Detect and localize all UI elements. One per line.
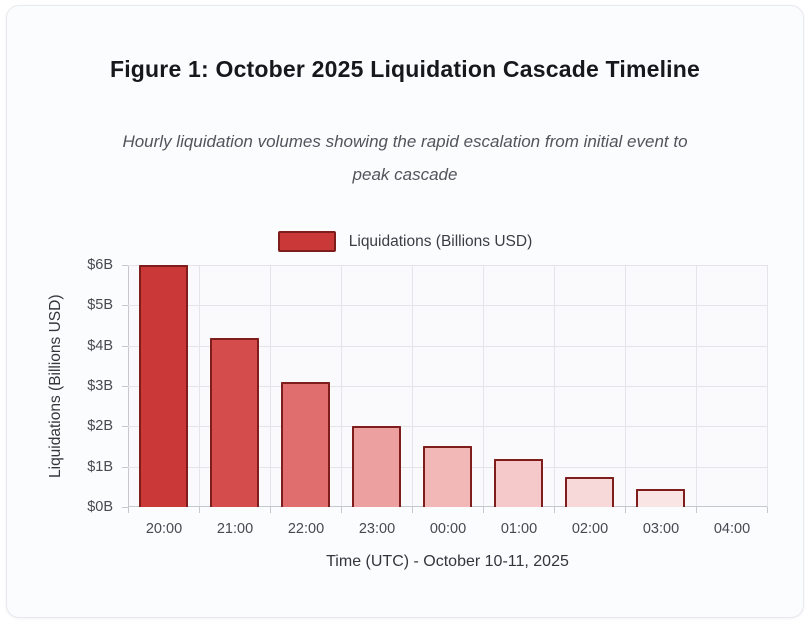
bar-21:00 <box>210 338 259 507</box>
bar-23:00 <box>352 426 401 507</box>
bar-02:00 <box>565 477 614 507</box>
x-axis-title: Time (UTC) - October 10-11, 2025 <box>326 553 569 570</box>
horizontal-gridline <box>128 265 767 266</box>
x-tick-label: 00:00 <box>429 521 467 537</box>
x-tick-label: 04:00 <box>713 521 751 537</box>
x-tick-label: 20:00 <box>145 521 183 537</box>
legend-label: Liquidations (Billions USD) <box>348 232 533 250</box>
figure-subtitle-line1: Hourly liquidation volumes showing the r… <box>122 132 688 151</box>
x-tick-mark <box>412 507 413 513</box>
x-tick-mark <box>199 507 200 513</box>
figure-card: Figure 1: October 2025 Liquidation Casca… <box>6 5 804 618</box>
y-tick-mark <box>122 305 128 306</box>
y-tick-mark <box>122 507 128 508</box>
horizontal-gridline <box>128 386 767 387</box>
y-tick-mark <box>122 386 128 387</box>
y-tick-label: $1B <box>87 459 113 475</box>
y-tick-label: $4B <box>87 338 113 354</box>
bar-20:00 <box>139 265 188 507</box>
y-tick-mark <box>122 346 128 347</box>
x-tick-mark <box>341 507 342 513</box>
x-tick-label: 22:00 <box>287 521 325 537</box>
horizontal-gridline <box>128 426 767 427</box>
y-tick-mark <box>122 426 128 427</box>
y-tick-mark <box>122 467 128 468</box>
x-tick-mark <box>696 507 697 513</box>
x-tick-mark <box>625 507 626 513</box>
y-tick-mark <box>122 265 128 266</box>
horizontal-gridline <box>128 346 767 347</box>
x-tick-mark <box>128 507 129 513</box>
y-tick-label: $2B <box>87 418 113 434</box>
bar-22:00 <box>281 382 330 507</box>
y-tick-label: $3B <box>87 378 113 394</box>
x-tick-label: 23:00 <box>358 521 396 537</box>
bar-00:00 <box>423 446 472 507</box>
x-tick-mark <box>483 507 484 513</box>
bar-01:00 <box>494 459 543 507</box>
x-tick-mark <box>554 507 555 513</box>
x-tick-mark <box>270 507 271 513</box>
legend-swatch <box>277 231 336 252</box>
chart-legend: Liquidations (Billions USD) <box>7 231 803 252</box>
plot-area <box>128 265 768 507</box>
x-tick-label: 03:00 <box>642 521 680 537</box>
x-tick-label: 02:00 <box>571 521 609 537</box>
vertical-gridline <box>767 265 768 507</box>
x-tick-mark <box>767 507 768 513</box>
y-tick-label: $5B <box>87 297 113 313</box>
y-tick-label: $6B <box>87 257 113 273</box>
x-tick-label: 01:00 <box>500 521 538 537</box>
figure-title: Figure 1: October 2025 Liquidation Casca… <box>109 56 701 82</box>
figure-subtitle-line2: peak cascade <box>352 165 458 184</box>
bar-03:00 <box>636 489 685 507</box>
horizontal-gridline <box>128 305 767 306</box>
y-tick-label: $0B <box>87 499 113 515</box>
figure-subtitle: Hourly liquidation volumes showing the r… <box>7 125 803 191</box>
x-tick-label: 21:00 <box>216 521 254 537</box>
